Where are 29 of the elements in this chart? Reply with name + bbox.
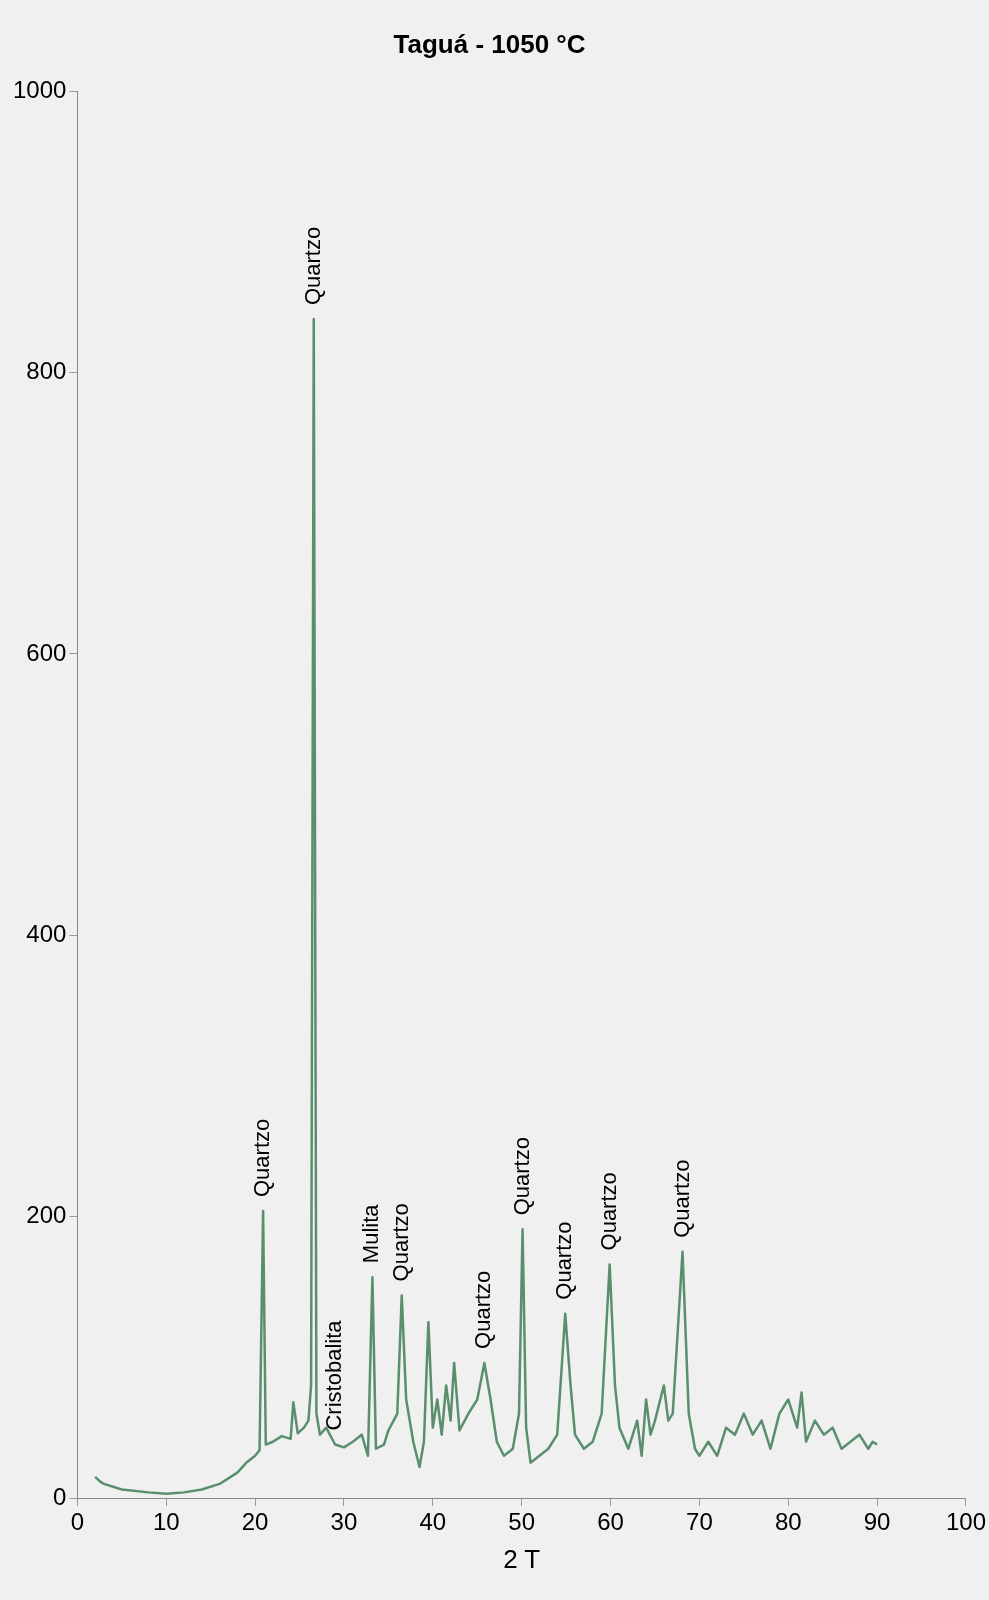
annotation: Quartzo: [551, 1221, 577, 1300]
x-tick-label: 70: [686, 1508, 713, 1536]
y-tick-label: 0: [53, 1482, 67, 1510]
annotation: Quartzo: [470, 1270, 496, 1349]
x-tick-label: 0: [70, 1508, 85, 1536]
x-tick-label: 40: [419, 1508, 447, 1536]
y-tick-label: 1000: [13, 75, 67, 103]
annotation: Quartzo: [249, 1118, 275, 1198]
annotation: Quartzo: [387, 1203, 413, 1282]
annotation: Quartzo: [508, 1137, 534, 1216]
x-tick-label: 90: [863, 1508, 891, 1536]
annotation: Quartzo: [595, 1172, 621, 1251]
annotation: Quartzo: [299, 226, 325, 306]
y-tick-label: 400: [26, 919, 67, 947]
y-tick-label: 800: [26, 357, 67, 385]
x-tick-label: 30: [330, 1508, 358, 1536]
annotation: Cristobalita: [321, 1319, 347, 1431]
x-tick-label: 100: [945, 1508, 986, 1536]
annotation: Quartzo: [668, 1159, 694, 1238]
y-tick-label: 600: [26, 638, 67, 666]
x-tick-label: 20: [241, 1508, 269, 1536]
x-tick-label: 10: [152, 1508, 180, 1536]
y-tick-label: 200: [26, 1201, 67, 1229]
x-tick-label: 50: [508, 1508, 536, 1536]
x-axis-title: 2 T: [503, 1543, 541, 1574]
annotation: Mulita: [358, 1203, 384, 1264]
x-tick-label: 60: [597, 1508, 624, 1536]
chart-title: Taguá - 1050 °C: [393, 28, 586, 59]
x-tick-label: 80: [774, 1508, 802, 1536]
